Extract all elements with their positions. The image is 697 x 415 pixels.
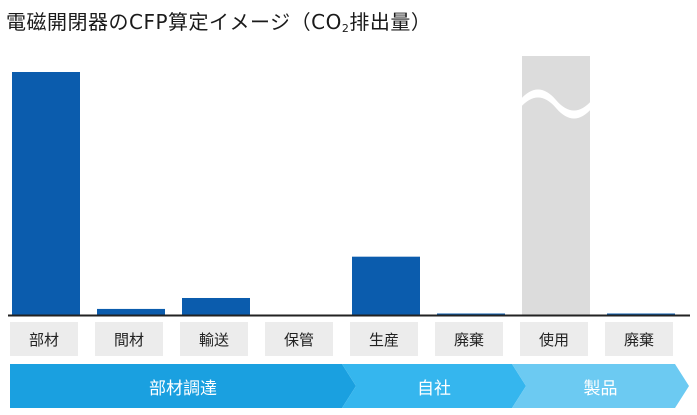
bar-use (522, 56, 590, 315)
chart-title: 電磁開閉器のCFP算定イメージ（CO2排出量） (6, 6, 431, 35)
category-label: 廃棄 (435, 322, 503, 356)
bar-2 (182, 297, 250, 315)
bar-chart (8, 56, 690, 317)
bar-5 (437, 313, 505, 315)
stage-arrow-shape (342, 364, 526, 408)
title-tail: 排出量） (349, 10, 432, 34)
stage-arrow-shape (10, 364, 356, 408)
category-label: 廃棄 (605, 322, 673, 356)
bar-4 (352, 256, 420, 315)
category-label: 部材 (10, 322, 78, 356)
category-labels: 部材 間材 輸送 保管 生産 廃棄 使用 廃棄 (0, 322, 697, 358)
bar-0 (12, 72, 80, 315)
stage-in-house: 自社 (342, 364, 526, 408)
category-label: 間材 (95, 322, 163, 356)
stage-label: 部材調達 (149, 378, 217, 399)
title-text: 電磁開閉器のCFP算定イメージ（CO (6, 10, 342, 34)
stage-procurement: 部材調達 (10, 364, 356, 408)
category-label: 使用 (520, 322, 588, 356)
category-label: 生産 (350, 322, 418, 356)
axis-break-mark (520, 89, 592, 119)
bar-1 (97, 308, 165, 315)
bar-7 (607, 313, 675, 315)
category-label: 保管 (265, 322, 333, 356)
stage-label: 自社 (417, 378, 451, 399)
category-label: 輸送 (180, 322, 248, 356)
stage-arrow-shape (512, 364, 689, 408)
title-subscript: 2 (341, 22, 350, 35)
stage-product: 製品 (512, 364, 689, 408)
stage-label: 製品 (583, 378, 618, 399)
